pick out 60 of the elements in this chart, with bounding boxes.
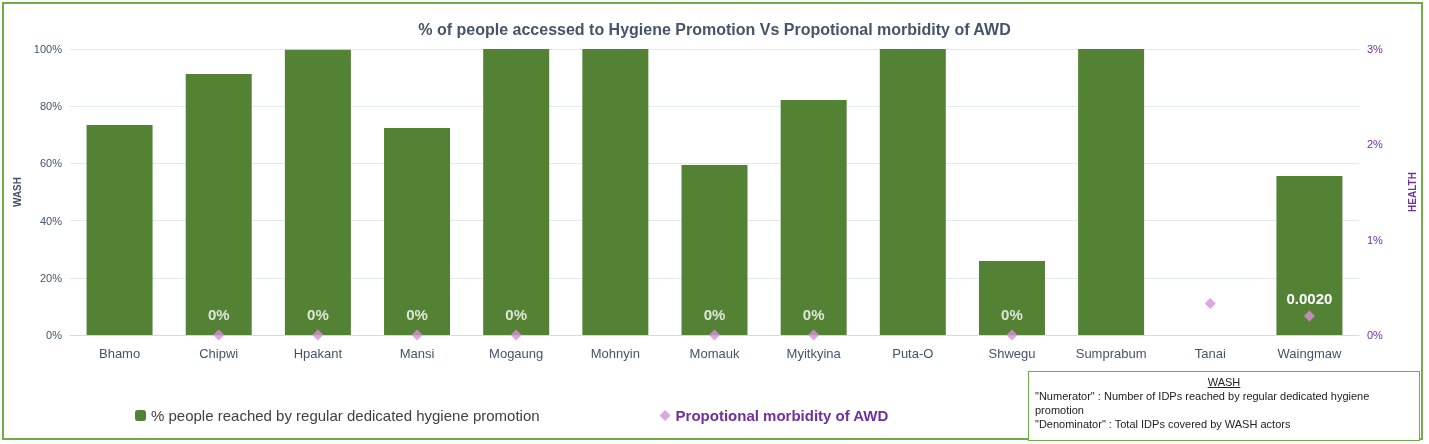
- bar: [978, 260, 1045, 335]
- text: "Numerator" : Number of IDPs reached by regular dedicated hygiene promotion: [1035, 389, 1371, 417]
- x-tick-label: Bhamo: [98, 346, 141, 361]
- chart-title: % of people accessed to Hygiene Promotion Vs Propotional morbidity of AWD: [418, 20, 1011, 38]
- data-label: 0%: [802, 305, 825, 323]
- point: [709, 329, 720, 341]
- bar: [780, 99, 847, 335]
- x-tick-label: Chipwi: [199, 346, 239, 361]
- x-tick-label: Mohnyin: [590, 346, 640, 361]
- text: "Denominator" : Total IDPs covered by WASH actors: [1035, 417, 1292, 431]
- text: WASH: [1206, 375, 1242, 389]
- bar: [582, 49, 649, 335]
- legend-label: Propotional morbidity of AWD: [675, 407, 889, 424]
- data-label: 0%: [1001, 305, 1023, 323]
- bar: [284, 49, 351, 335]
- point: [1006, 329, 1018, 341]
- point: [411, 329, 423, 341]
- point: [1204, 298, 1216, 310]
- bar: [681, 165, 748, 335]
- x-tick-label: Mogaung: [489, 346, 544, 361]
- y-tick-label: 80%: [39, 100, 63, 113]
- point: [312, 329, 324, 341]
- point: [213, 329, 225, 341]
- data-label: 0%: [307, 305, 329, 323]
- data-label: 0%: [406, 305, 428, 323]
- bar: [86, 125, 153, 335]
- y2-tick-label: 1%: [1367, 233, 1384, 246]
- x-tick-label: Sumprabum: [1075, 346, 1147, 361]
- bar: [185, 73, 252, 335]
- data-label: 0%: [703, 305, 726, 323]
- x-tick-label: Myitkyina: [786, 346, 842, 361]
- bar: [1276, 175, 1343, 335]
- y-tick-label: 100%: [33, 43, 63, 55]
- x-tick-label: Hpakant: [293, 346, 343, 361]
- bar: [384, 127, 451, 335]
- y2-tick-label: 0%: [1367, 329, 1384, 341]
- x-tick-label: Mansi: [399, 346, 435, 361]
- bar: [879, 49, 946, 335]
- data-label: 0%: [207, 305, 230, 323]
- y2-tick-label: 2%: [1367, 138, 1384, 151]
- data-label: 0%: [505, 305, 528, 323]
- y2-tick-label: 3%: [1367, 43, 1384, 55]
- x-tick-label: Puta-O: [892, 346, 934, 361]
- y-tick-label: 0%: [46, 329, 63, 341]
- bar: [483, 49, 550, 335]
- y-axis-title: WASH: [11, 177, 23, 207]
- point: [510, 329, 522, 341]
- x-tick-label: Tanai: [1194, 346, 1226, 361]
- y-tick-label: 60%: [39, 157, 63, 170]
- x-tick-label: Momauk: [689, 346, 740, 361]
- y-tick-label: 20%: [39, 271, 63, 284]
- legend-label: % people reached by regular dedicated hygiene promotion: [151, 407, 540, 424]
- y2-axis-title: HEALTH: [1406, 172, 1418, 212]
- x-tick-label: Shwegu: [988, 346, 1036, 361]
- point: [1303, 310, 1315, 322]
- bar: [1078, 49, 1145, 335]
- y-tick-label: 40%: [39, 214, 63, 227]
- point: [808, 329, 820, 341]
- x-tick-label: Waingmaw: [1277, 346, 1342, 361]
- annotation: 0.0020: [1286, 289, 1333, 307]
